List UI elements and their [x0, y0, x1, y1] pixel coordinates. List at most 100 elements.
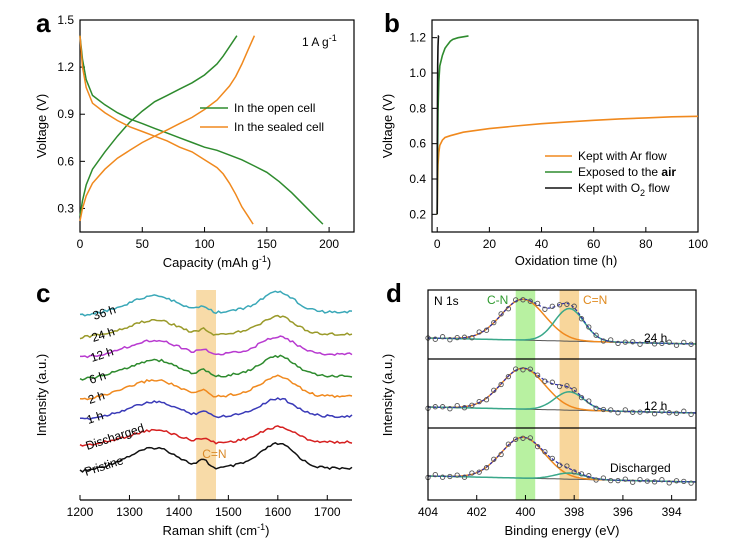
d-data-point: [498, 311, 504, 317]
d-data-point: [542, 449, 548, 455]
panel-letter-c: c: [36, 278, 50, 308]
d-data-point: [476, 469, 482, 475]
d-data-point: [608, 337, 614, 343]
b-xtick-label: 20: [483, 237, 497, 251]
d-data-point: [439, 334, 446, 340]
d-data-point: [622, 407, 628, 413]
d-data-point: [469, 470, 475, 476]
d-data-point: [586, 473, 592, 479]
d-data-point: [666, 410, 672, 416]
d-xtick-label: 404: [418, 505, 438, 519]
d-xtick-label: 402: [467, 505, 487, 519]
d-data-point: [520, 367, 526, 373]
b-xtick-label: 100: [688, 237, 708, 251]
c-series-6-h: [79, 354, 353, 381]
d-data-point: [622, 339, 628, 345]
a-ytick-label: 0.9: [57, 107, 74, 121]
d-data-point: [593, 332, 599, 338]
d-data-point: [513, 436, 519, 442]
d-data-point: [622, 476, 628, 482]
c-xtick-label: 1500: [215, 505, 242, 519]
panel-b-ylabel: Voltage (V): [380, 94, 395, 158]
d-data-point: [600, 475, 607, 481]
c-series-label: 6 h: [87, 368, 107, 386]
c-series-label: 36 h: [91, 302, 118, 323]
d-data-point: [461, 474, 468, 480]
c-series-label: 24 h: [90, 324, 117, 345]
d-data-point: [534, 300, 541, 307]
b-ytick-label: 1.2: [409, 31, 426, 45]
d-data-point: [491, 456, 497, 462]
d-data-point: [469, 402, 475, 408]
panel-d-ceqn-label: C=N: [583, 293, 607, 307]
d-data-point: [615, 340, 621, 347]
d-data-point: [534, 443, 541, 450]
panel-d-frame: [427, 289, 697, 501]
d-xtick-label: 394: [662, 505, 682, 519]
a-series-sealed-charge: [79, 35, 256, 222]
d-data-point: [564, 301, 570, 307]
legend-o2-flow: Kept with O2 flow: [578, 181, 670, 198]
panel-letter-b: b: [384, 8, 400, 38]
b-series-ar: [436, 115, 699, 215]
d-data-point: [651, 411, 658, 417]
d-data-point: [637, 409, 643, 415]
d-data-point: [659, 340, 665, 347]
d-data-point: [630, 339, 636, 345]
c-series-pristine: [79, 441, 353, 473]
d-data-point: [681, 478, 687, 485]
d-data-point: [593, 405, 599, 411]
d-data-point: [549, 455, 555, 462]
panel-d-ceqn-highlight: [559, 290, 580, 500]
d-data-point: [469, 335, 475, 341]
panel-c-ylabel: Intensity (a.u.): [34, 354, 49, 436]
legend-air: Exposed to the air: [578, 165, 676, 179]
c-series-36-h: [79, 290, 353, 317]
b-ytick-label: 0.2: [409, 207, 426, 221]
d-data-point: [644, 338, 650, 345]
d-data-point: [600, 406, 607, 413]
d-data-point: [505, 373, 512, 380]
panel-a-ylabel: Voltage (V): [34, 94, 49, 158]
panel-letter-a: a: [36, 8, 51, 38]
panel-d-xlabel: Binding energy (eV): [505, 523, 620, 538]
d-data-point: [556, 383, 563, 390]
d-data-point: [454, 334, 460, 341]
c-series-label: 2 h: [86, 388, 106, 406]
d-data-point: [688, 411, 694, 418]
panel-b-frame: [431, 19, 699, 233]
panel-b-xlabel: Oxidation time (h): [515, 253, 618, 268]
panel-a-rate-annotation: 1 A g-1: [302, 33, 337, 49]
d-data-point: [688, 341, 694, 347]
d-data-point: [593, 477, 599, 483]
c-series-2-h: [79, 374, 353, 401]
d-data-point: [651, 479, 658, 485]
d-data-point: [432, 336, 438, 342]
panel-c-cn-highlight: [196, 290, 216, 500]
panel-b: 0 20 40 60 80 100 0.2 0.4 0.6 0.8 1.0 1.2 Kept wit…: [380, 19, 708, 268]
d-data-point: [491, 319, 497, 326]
panel-d-ylabel: Intensity (a.u.): [380, 354, 395, 436]
d-data-point: [651, 341, 658, 347]
d-data-point: [534, 372, 541, 378]
panel-d-n1s-label: N 1s: [434, 294, 459, 308]
d-data-point: [505, 441, 512, 447]
b-xtick-label: 60: [587, 237, 601, 251]
d-data-point: [578, 471, 585, 477]
d-data-point: [564, 383, 570, 389]
c-xtick-label: 1400: [166, 505, 193, 519]
d-xtick-label: 400: [515, 505, 535, 519]
d-data-point: [476, 329, 482, 335]
d-data-point: [571, 469, 577, 475]
a-xtick-label: 0: [77, 237, 84, 251]
d-data-point: [527, 435, 533, 441]
b-ytick-label: 0.4: [409, 172, 426, 186]
d-data-point: [447, 473, 453, 480]
d-data-point: [586, 324, 592, 330]
d-data-point: [498, 451, 504, 458]
d-data-point: [673, 342, 680, 348]
panel-a: 0 50 100 150 200 0.3 0.6 0.9 1.2 1.5 1 A g-1 In …: [34, 13, 355, 270]
b-xtick-label: 0: [434, 237, 441, 251]
b-ytick-label: 1.0: [409, 66, 426, 80]
